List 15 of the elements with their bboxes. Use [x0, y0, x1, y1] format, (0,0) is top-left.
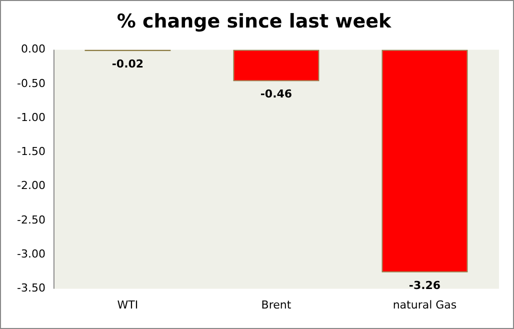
y-tick-label: -3.00 — [16, 248, 46, 261]
y-tick-label: -3.50 — [16, 282, 46, 295]
y-tick-label: -0.50 — [16, 76, 46, 90]
data-label: -0.46 — [260, 88, 292, 101]
chart-title: % change since last week — [116, 10, 392, 32]
y-tick-label: -1.00 — [16, 110, 46, 124]
y-tick-label: -1.50 — [16, 145, 46, 158]
y-tick-label: -2.50 — [16, 213, 46, 226]
y-tick-label: -2.00 — [16, 179, 46, 192]
x-tick-label: WTI — [117, 298, 138, 312]
data-label: -0.02 — [112, 58, 144, 71]
y-tick-label: 0.00 — [20, 42, 46, 56]
data-label: -3.26 — [408, 278, 441, 292]
x-tick-label: natural Gas — [392, 298, 457, 312]
x-tick-label: Brent — [261, 298, 292, 312]
